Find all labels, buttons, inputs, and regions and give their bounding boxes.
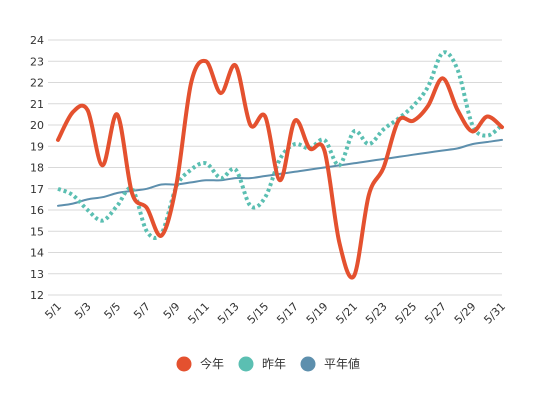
y-tick-label: 23 [30, 55, 44, 68]
x-tick-label: 5/3 [72, 300, 94, 322]
x-tick-label: 5/21 [333, 300, 360, 327]
x-tick-label: 5/31 [481, 300, 508, 327]
legend-item-this-year: 今年 [176, 356, 224, 372]
y-tick-label: 14 [30, 247, 44, 260]
x-tick-label: 5/11 [185, 300, 212, 327]
legend-marker [238, 356, 254, 372]
series-this-year-line [56, 58, 504, 280]
x-tick-label: 5/7 [131, 300, 153, 322]
legend-item-last-year: 昨年 [238, 356, 286, 372]
y-tick-label: 19 [30, 140, 44, 153]
x-axis-tick-labels: 5/1 5/3 5/5 5/7 5/9 5/11 5/13 5/15 5/17 5/19 5/21 5… [42, 300, 508, 327]
x-tick-label: 5/9 [161, 300, 183, 322]
x-tick-label: 5/5 [102, 300, 124, 322]
x-tick-label: 5/1 [42, 300, 64, 322]
x-tick-label: 5/19 [304, 300, 331, 327]
x-tick-label: 5/25 [393, 300, 420, 327]
y-tick-label: 20 [30, 119, 44, 132]
x-tick-label: 5/23 [363, 300, 390, 327]
y-tick-label: 24 [30, 34, 44, 47]
legend-label: 昨年 [262, 357, 286, 371]
x-tick-label: 5/15 [245, 300, 272, 327]
y-tick-label: 15 [30, 225, 44, 238]
legend-label: 今年 [200, 356, 224, 371]
x-tick-label: 5/13 [215, 300, 242, 327]
legend-marker [176, 356, 192, 372]
y-tick-label: 13 [30, 268, 44, 281]
legend-marker [300, 356, 316, 372]
x-tick-label: 5/17 [274, 300, 301, 327]
y-axis-tick-labels: 12 13 14 15 16 17 18 19 20 21 22 23 24 [30, 34, 44, 302]
legend-item-normal: 平年値 [300, 356, 360, 372]
legend: 今年 昨年 平年値 [176, 356, 360, 372]
y-tick-label: 18 [30, 162, 44, 175]
x-tick-label: 5/27 [422, 300, 449, 327]
x-tick-label: 5/29 [452, 300, 479, 327]
y-tick-label: 17 [30, 183, 44, 196]
y-tick-label: 12 [30, 289, 44, 302]
series-lines [56, 50, 504, 280]
y-tick-label: 21 [30, 98, 44, 111]
y-tick-label: 22 [30, 77, 44, 90]
grid-lines [48, 39, 502, 296]
y-tick-label: 16 [30, 204, 44, 217]
legend-label: 平年値 [324, 356, 360, 371]
